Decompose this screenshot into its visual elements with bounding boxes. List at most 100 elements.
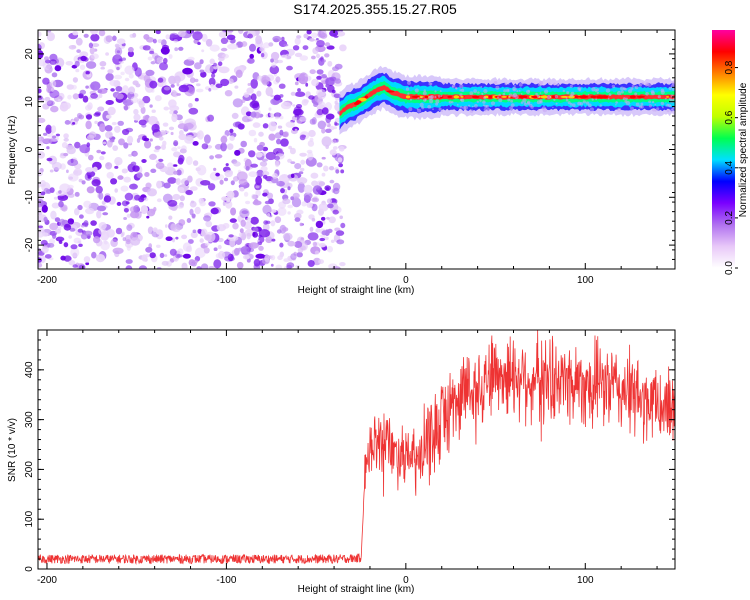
- noise-cell: [290, 196, 295, 201]
- noise-cell: [145, 182, 152, 189]
- noise-cell: [208, 88, 212, 92]
- signal-halo-cell: [635, 102, 640, 107]
- noise-cell: [79, 51, 89, 58]
- noise-cell: [48, 238, 56, 245]
- noise-cell: [90, 81, 101, 91]
- noise-cell: [38, 225, 43, 229]
- noise-cell: [114, 165, 119, 169]
- noise-cell: [103, 195, 112, 203]
- noise-cell: [294, 217, 301, 222]
- noise-cell: [251, 194, 256, 200]
- noise-cell: [245, 111, 252, 117]
- noise-cell: [168, 54, 173, 59]
- noise-cell: [241, 41, 248, 47]
- noise-cell: [159, 252, 165, 259]
- noise-cell: [52, 135, 57, 139]
- noise-cell: [287, 158, 292, 163]
- noise-cell: [144, 172, 150, 177]
- signal-halo-cell: [596, 91, 599, 95]
- noise-cell: [79, 214, 84, 219]
- noise-cell: [247, 57, 255, 64]
- noise-cell: [106, 171, 114, 179]
- noise-cell: [299, 134, 306, 141]
- noise-cell: [51, 202, 60, 209]
- noise-cell: [57, 98, 62, 102]
- noise-cell: [317, 120, 326, 130]
- noise-cell: [142, 45, 151, 51]
- signal-halo-cell: [622, 87, 626, 90]
- signal-halo-cell: [419, 102, 424, 107]
- noise-cell: [128, 86, 136, 95]
- signal-halo-cell: [416, 108, 419, 111]
- noise-cell: [80, 233, 88, 240]
- noise-cell: [198, 197, 204, 204]
- noise-cell: [168, 99, 177, 108]
- noise-cell: [248, 171, 258, 178]
- noise-cell: [296, 252, 303, 258]
- noise-cell: [239, 208, 250, 219]
- signal-halo-cell: [469, 109, 474, 113]
- noise-cell: [281, 36, 285, 42]
- noise-cell: [208, 201, 216, 207]
- noise-cell: [53, 196, 59, 200]
- signal-halo-cell: [594, 89, 598, 93]
- noise-cell: [95, 254, 106, 263]
- noise-cell: [234, 85, 239, 89]
- noise-cell: [333, 126, 338, 130]
- noise-cell: [66, 169, 69, 174]
- noise-cell: [220, 47, 228, 52]
- noise-cell: [127, 50, 134, 58]
- noise-cell: [238, 232, 243, 237]
- noise-cell: [85, 207, 95, 215]
- signal-halo-cell: [473, 89, 478, 94]
- noise-cell: [114, 47, 123, 56]
- noise-cell: [268, 133, 276, 141]
- signal-halo-cell: [408, 107, 413, 112]
- noise-cell: [59, 183, 71, 193]
- noise-cell: [129, 183, 138, 190]
- noise-cell: [179, 195, 185, 202]
- signal-halo-cell: [434, 95, 437, 99]
- noise-cell: [252, 200, 262, 206]
- noise-cell: [311, 217, 316, 222]
- signal-halo-cell: [615, 101, 618, 104]
- noise-cell: [82, 95, 89, 103]
- signal-halo-cell: [565, 97, 568, 99]
- noise-cell: [208, 77, 216, 86]
- noise-cell: [232, 222, 239, 230]
- noise-cell: [138, 100, 145, 109]
- noise-cell: [63, 137, 69, 142]
- noise-cell: [339, 262, 346, 267]
- signal-halo-cell: [507, 98, 511, 102]
- noise-cell: [189, 200, 197, 208]
- noise-cell: [54, 65, 62, 72]
- noise-cell: [171, 113, 178, 123]
- noise-cell: [194, 62, 202, 70]
- noise-cell: [63, 242, 69, 248]
- noise-cell: [192, 141, 199, 146]
- noise-cell: [274, 155, 280, 161]
- signal-halo-cell: [520, 101, 524, 104]
- noise-cell: [175, 236, 179, 240]
- noise-cell: [261, 158, 268, 162]
- noise-cell: [335, 230, 345, 236]
- noise-cell: [128, 154, 133, 157]
- noise-cell: [328, 216, 336, 224]
- noise-cell: [58, 200, 64, 208]
- noise-cell: [73, 168, 83, 176]
- noise-cell: [271, 238, 276, 242]
- noise-cell: [231, 112, 239, 119]
- noise-cell: [153, 149, 160, 153]
- noise-cell: [83, 200, 92, 208]
- signal-halo-cell: [495, 85, 500, 90]
- signal-hotspot: [453, 95, 459, 99]
- noise-cell: [330, 239, 335, 243]
- colorbar: 0.0 0.2 0.4 0.6 0.8 Normalized spectral ampl…: [712, 30, 749, 275]
- noise-cell: [325, 128, 332, 133]
- noise-cell: [115, 93, 124, 100]
- noise-cell: [205, 38, 213, 47]
- noise-cell: [279, 115, 284, 120]
- noise-cell: [197, 228, 202, 234]
- noise-cell: [167, 177, 177, 184]
- signal-halo-cell: [539, 100, 543, 104]
